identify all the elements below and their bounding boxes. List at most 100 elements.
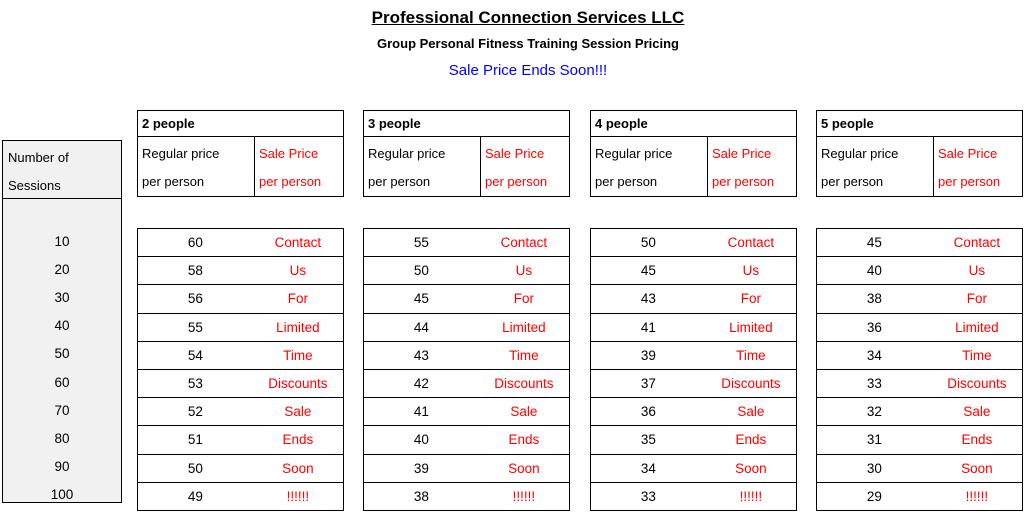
sale-price-header-line1: Sale Price xyxy=(938,146,998,161)
regular-price-header-line2: per person xyxy=(595,174,658,189)
session-count: 100 xyxy=(50,487,74,503)
pricing-table-5-people: 5 people Regular price per person Sale P… xyxy=(816,110,1023,511)
sale-price-cell: Soon xyxy=(508,460,540,476)
sale-price-cell: Limited xyxy=(276,319,320,335)
sessions-header-line2: Sessions xyxy=(8,178,61,193)
title-block: Professional Connection Services LLC Gro… xyxy=(32,0,1024,80)
price-row: 32 Sale xyxy=(816,397,1023,427)
price-row: 29!!!!!! xyxy=(816,481,1023,511)
sale-price-cell: Ends xyxy=(282,432,314,448)
sale-price-cell: Soon xyxy=(282,460,314,476)
price-row: 44 Limited xyxy=(363,312,570,342)
sale-price-cell: Discounts xyxy=(494,376,554,392)
regular-price-cell: 34 xyxy=(640,460,656,476)
sale-banner: Sale Price Ends Soon!!! xyxy=(448,62,608,79)
sale-price-cell: !!!!!! xyxy=(739,488,763,504)
sale-price-cell: For xyxy=(740,291,762,307)
price-row: 40 Us xyxy=(816,256,1023,286)
group-title: 2 people xyxy=(138,111,343,137)
regular-price-cell: 45 xyxy=(866,235,882,251)
sale-price-header: Sale Price per person xyxy=(255,137,343,197)
price-rows: 60 Contact 58 Us 56 For 55 Limited 54 Time 53… xyxy=(137,228,344,511)
column-headers: Regular price per person Sale Price per … xyxy=(591,137,796,197)
group-header: 4 people Regular price per person Sale P… xyxy=(590,110,797,197)
regular-price-cell: 39 xyxy=(413,460,429,476)
regular-price-cell: 37 xyxy=(640,376,656,392)
pricing-table-3-people: 3 people Regular price per person Sale P… xyxy=(363,110,570,511)
price-row: 58 Us xyxy=(137,256,344,286)
sale-price-cell: Contact xyxy=(500,235,548,251)
regular-price-cell: 41 xyxy=(640,319,656,335)
sale-price-cell: For xyxy=(966,291,988,307)
sale-price-header-line1: Sale Price xyxy=(259,146,319,161)
price-row: 52 Sale xyxy=(137,397,344,427)
sale-price-cell: Contact xyxy=(727,235,775,251)
column-headers: Regular price per person Sale Price per … xyxy=(138,137,343,197)
price-row: 40 Ends xyxy=(363,425,570,455)
regular-price-cell: 40 xyxy=(413,432,429,448)
regular-price-header: Regular price per person xyxy=(591,137,708,197)
sale-price-header-line2: per person xyxy=(259,174,322,189)
sale-price-cell: Sale xyxy=(510,404,538,420)
sale-price-header-line2: per person xyxy=(485,174,548,189)
regular-price-header-line2: per person xyxy=(368,174,431,189)
group-header: 5 people Regular price per person Sale P… xyxy=(816,110,1023,197)
regular-price-cell: 58 xyxy=(187,263,203,279)
price-row: 45 Contact xyxy=(816,228,1023,258)
regular-price-header-line2: per person xyxy=(142,174,205,189)
price-rows: 45 Contact 40 Us 38 For 36 Limited 34 Time 33… xyxy=(816,228,1023,511)
price-row: 55 Limited xyxy=(137,312,344,342)
price-row: 45 Us xyxy=(590,256,797,286)
price-row: 41 Sale xyxy=(363,397,570,427)
column-headers: Regular price per person Sale Price per … xyxy=(364,137,569,197)
regular-price-cell: 55 xyxy=(187,319,203,335)
regular-price-cell: 42 xyxy=(413,376,429,392)
regular-price-header: Regular price per person xyxy=(138,137,255,197)
regular-price-cell: 43 xyxy=(640,291,656,307)
price-row: 33!!!!!! xyxy=(590,481,797,511)
regular-price-cell: 56 xyxy=(187,291,203,307)
regular-price-cell: 30 xyxy=(866,460,882,476)
sale-price-cell: For xyxy=(513,291,535,307)
regular-price-cell: 33 xyxy=(640,488,656,504)
price-row: 30 Soon xyxy=(816,453,1023,483)
session-count: 20 xyxy=(54,261,70,277)
sessions-header: Number of Sessions xyxy=(2,140,122,199)
sale-price-cell: Sale xyxy=(284,404,312,420)
sale-price-cell: Discounts xyxy=(947,376,1007,392)
price-row: 45 For xyxy=(363,284,570,314)
session-count: 70 xyxy=(54,402,70,418)
regular-price-cell: 36 xyxy=(640,404,656,420)
price-row: 36 Limited xyxy=(816,312,1023,342)
regular-price-header-line1: Regular price xyxy=(142,146,220,161)
sessions-header-line1: Number of xyxy=(8,150,69,165)
group-header: 2 people Regular price per person Sale P… xyxy=(137,110,344,197)
sale-price-cell: Ends xyxy=(961,432,993,448)
regular-price-cell: 54 xyxy=(187,347,203,363)
sale-price-cell: For xyxy=(287,291,309,307)
group-title: 5 people xyxy=(817,111,1022,137)
sale-price-cell: Time xyxy=(509,347,539,363)
sale-price-cell: Contact xyxy=(274,235,322,251)
sale-price-cell: !!!!!! xyxy=(512,488,536,504)
sale-price-header-line2: per person xyxy=(938,174,1001,189)
sale-price-cell: Time xyxy=(736,347,766,363)
sale-price-header-line1: Sale Price xyxy=(712,146,772,161)
regular-price-cell: 51 xyxy=(187,432,203,448)
regular-price-cell: 50 xyxy=(187,460,203,476)
sale-price-cell: Time xyxy=(283,347,313,363)
price-row: 38 For xyxy=(816,284,1023,314)
price-row: 33 Discounts xyxy=(816,368,1023,399)
regular-price-cell: 60 xyxy=(187,235,203,251)
group-title: 3 people xyxy=(364,111,569,137)
price-row: 39 Time xyxy=(590,340,797,370)
sessions-values: 10 20 30 40 50 60 70 80 90 100 xyxy=(2,198,122,503)
price-row: 60 Contact xyxy=(137,228,344,258)
price-row: 50 Contact xyxy=(590,228,797,258)
sale-price-cell: Discounts xyxy=(721,376,781,392)
session-count: 60 xyxy=(54,374,70,390)
price-row: 31 Ends xyxy=(816,425,1023,455)
sale-price-cell: Time xyxy=(962,347,992,363)
regular-price-header-line2: per person xyxy=(821,174,884,189)
sale-price-header: Sale Price per person xyxy=(708,137,796,197)
